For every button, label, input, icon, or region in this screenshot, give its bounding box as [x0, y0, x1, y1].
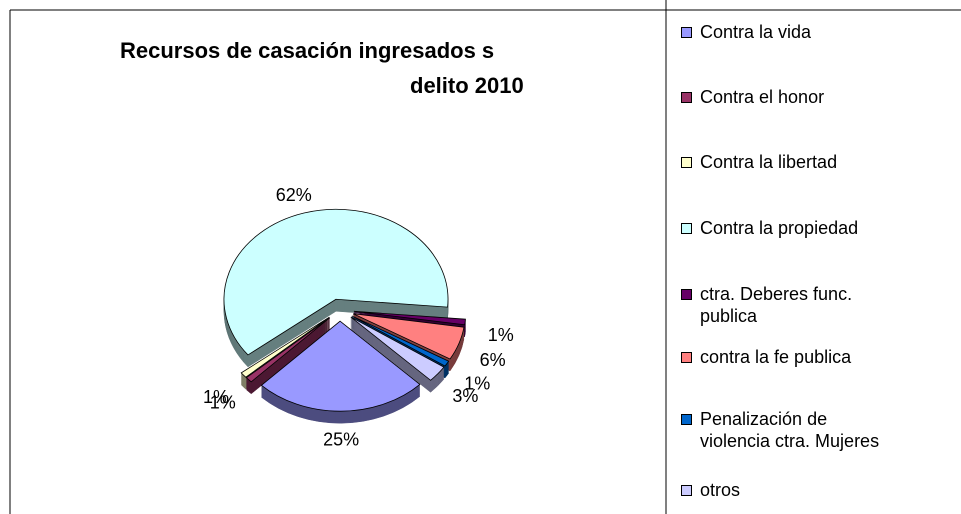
- legend-swatch: [681, 157, 692, 168]
- legend-label: Contra la libertad: [700, 152, 838, 172]
- chart-title: Recursos de casación ingresados s: [120, 38, 494, 63]
- legend-label: ctra. Deberes func. publica: [700, 284, 853, 326]
- slice: [350, 316, 445, 381]
- data-label: 1%: [488, 325, 514, 345]
- data-label: 3%: [452, 386, 478, 406]
- slice: [240, 316, 330, 378]
- data-label: 1%: [203, 387, 229, 407]
- legend-label: Contra la vida: [700, 22, 812, 42]
- data-label: 1%: [210, 393, 236, 413]
- data-label: 62%: [276, 185, 312, 205]
- slice: [353, 313, 465, 360]
- slice: [260, 320, 421, 412]
- legend-label: Contra la propiedad: [700, 218, 859, 238]
- legend-swatch: [681, 92, 692, 103]
- legend-label: contra la fe publica: [700, 347, 852, 367]
- data-label: 6%: [480, 350, 506, 370]
- legend-swatch: [681, 223, 692, 234]
- slice: [245, 317, 331, 383]
- legend-swatch: [681, 414, 692, 425]
- data-label: 1%: [464, 374, 490, 394]
- legend-label: Penalización de violencia ctra. Mujeres: [700, 409, 880, 451]
- data-label: 25%: [323, 430, 359, 450]
- legend-swatch: [681, 485, 692, 496]
- slice: [223, 208, 449, 356]
- legend-swatch: [681, 27, 692, 38]
- legend-swatch: [681, 289, 692, 300]
- legend-swatch: [681, 352, 692, 363]
- legend-label: Contra el honor: [700, 87, 825, 107]
- slice: [351, 315, 450, 367]
- chart-title: delito 2010: [410, 73, 524, 98]
- slice: [353, 310, 466, 326]
- legend-label: otros: [700, 480, 741, 500]
- legend: Contra la vida Contra el honor Contra la l…: [667, 11, 961, 514]
